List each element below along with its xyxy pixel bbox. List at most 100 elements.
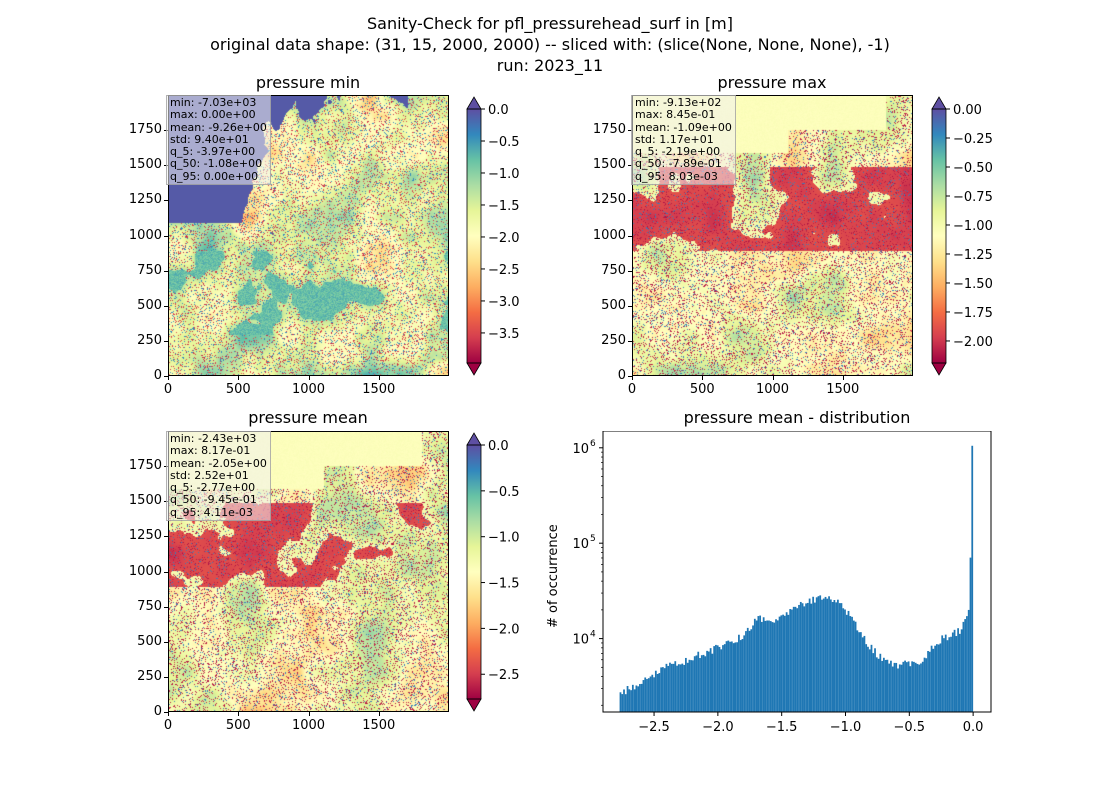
x-tick-label: −0.5 (894, 720, 926, 735)
histogram-bar (944, 634, 947, 712)
stat-line: q_95: 4.11e-03 (170, 505, 253, 519)
histogram-bar (775, 619, 777, 712)
histogram-bar (930, 645, 933, 712)
histogram-bar (950, 636, 952, 712)
histogram-bar (888, 663, 891, 712)
colorbar-tick-label: −2.5 (488, 668, 520, 683)
histogram-bar (920, 663, 922, 712)
histogram-bar (916, 663, 919, 712)
x-tick (632, 376, 633, 380)
histogram-bar (927, 650, 929, 712)
y-tick-label: 750 (137, 262, 162, 278)
colorbar-tick-label: −1.25 (953, 248, 993, 263)
y-tick-label: 1250 (128, 528, 162, 544)
colorbar-tick-label: −1.5 (488, 199, 520, 214)
histogram-bar (833, 600, 836, 712)
x-tick (842, 376, 844, 380)
y-tick-label: 1750 (128, 458, 162, 474)
colorbar-tick-label: −3.5 (488, 327, 520, 342)
colorbar-gradient (932, 109, 946, 363)
panel-max-title: pressure max (717, 73, 827, 92)
histogram-bar (842, 608, 845, 712)
x-tick (308, 712, 310, 716)
y-tick-label: 1500 (128, 493, 162, 509)
histogram-bar (639, 684, 641, 712)
histogram-bar (953, 629, 956, 712)
histogram-bar (725, 641, 728, 712)
histogram-bar (826, 598, 829, 712)
histogram-bar (957, 628, 959, 712)
colorbar-tick-label: −0.50 (953, 161, 993, 176)
stat-line: q_95: 8.03e-03 (635, 169, 718, 183)
colorbar-tick-label: −2.0 (488, 231, 520, 246)
colorbar-gradient (467, 109, 481, 363)
histogram-bar (891, 666, 894, 712)
histogram-bar (794, 606, 797, 712)
histogram-bar (757, 616, 760, 712)
histogram-bar (640, 683, 643, 712)
histogram-bar (633, 689, 636, 712)
y-tick (164, 305, 168, 307)
y-tick-label: 500 (137, 633, 162, 649)
histogram-bar (653, 677, 655, 712)
histogram-bar (806, 602, 809, 712)
y-tick (164, 536, 168, 538)
histogram-bar (646, 679, 648, 712)
y-tick-label: 1500 (128, 157, 162, 173)
x-tick-label: 1500 (362, 718, 396, 733)
histogram-bar (679, 664, 682, 712)
y-tick (628, 235, 632, 237)
histogram-bar (776, 620, 779, 712)
colorbar-tick-label: −1.5 (488, 577, 520, 592)
histogram-bar (729, 641, 731, 712)
histogram-bar (966, 616, 968, 712)
histogram-bar (665, 663, 668, 712)
histogram-bar (621, 694, 624, 712)
histogram-bar (741, 639, 744, 712)
histogram-bar (773, 622, 776, 712)
histogram-bar (692, 660, 694, 712)
histogram-bar (851, 616, 853, 712)
histogram-bar (840, 603, 843, 712)
histogram-bar (812, 596, 815, 712)
histogram-bar (647, 678, 650, 712)
histogram-bar (799, 601, 802, 712)
histogram-bar (727, 640, 730, 712)
panel-hist-title: pressure mean - distribution (683, 408, 911, 427)
stat-line: q_95: 0.00e+00 (170, 169, 259, 183)
colorbar-tick-label: −3.0 (488, 295, 520, 310)
histogram-bar (635, 685, 638, 712)
histogram-bar (837, 599, 839, 712)
y-tick-exponent: 5 (590, 534, 596, 544)
histogram-bar (649, 676, 652, 712)
stat-line: max: 8.17e-01 (170, 444, 251, 458)
stat-line: min: -2.43e+03 (170, 432, 257, 445)
histogram-bar (660, 667, 663, 712)
histogram-bar (628, 689, 631, 712)
histogram-bar (844, 609, 846, 712)
histogram-bar (828, 596, 830, 712)
histogram-bar (778, 616, 781, 712)
y-tick (164, 571, 168, 573)
colorbar-tick-label: 0.00 (953, 103, 982, 118)
histogram-bar (852, 620, 855, 712)
histogram-bar (762, 617, 765, 712)
histogram-bar (923, 657, 926, 712)
figure-title-line3: run: 2023_11 (496, 56, 604, 75)
y-tick (164, 200, 168, 202)
stat-line: std: 1.17e+01 (635, 132, 714, 146)
histogram-bar (914, 662, 917, 712)
x-tick-label: −2.5 (638, 720, 670, 735)
histogram-bar (697, 651, 700, 712)
colorbar-tick-label: −1.00 (953, 219, 993, 234)
colorbar-tick-label: −1.75 (953, 306, 993, 321)
histogram-bar (771, 622, 774, 712)
histogram-bar (971, 445, 974, 712)
figure-title-line1: Sanity-Check for pfl_pressurehead_surf i… (367, 14, 733, 33)
stat-line: min: -9.13e+02 (635, 96, 722, 109)
histogram-bar (631, 684, 634, 712)
y-tick-label: 1250 (592, 192, 626, 208)
x-tick (238, 712, 240, 716)
y-tick-exponent: 6 (590, 439, 596, 449)
histogram-bar (768, 620, 770, 712)
